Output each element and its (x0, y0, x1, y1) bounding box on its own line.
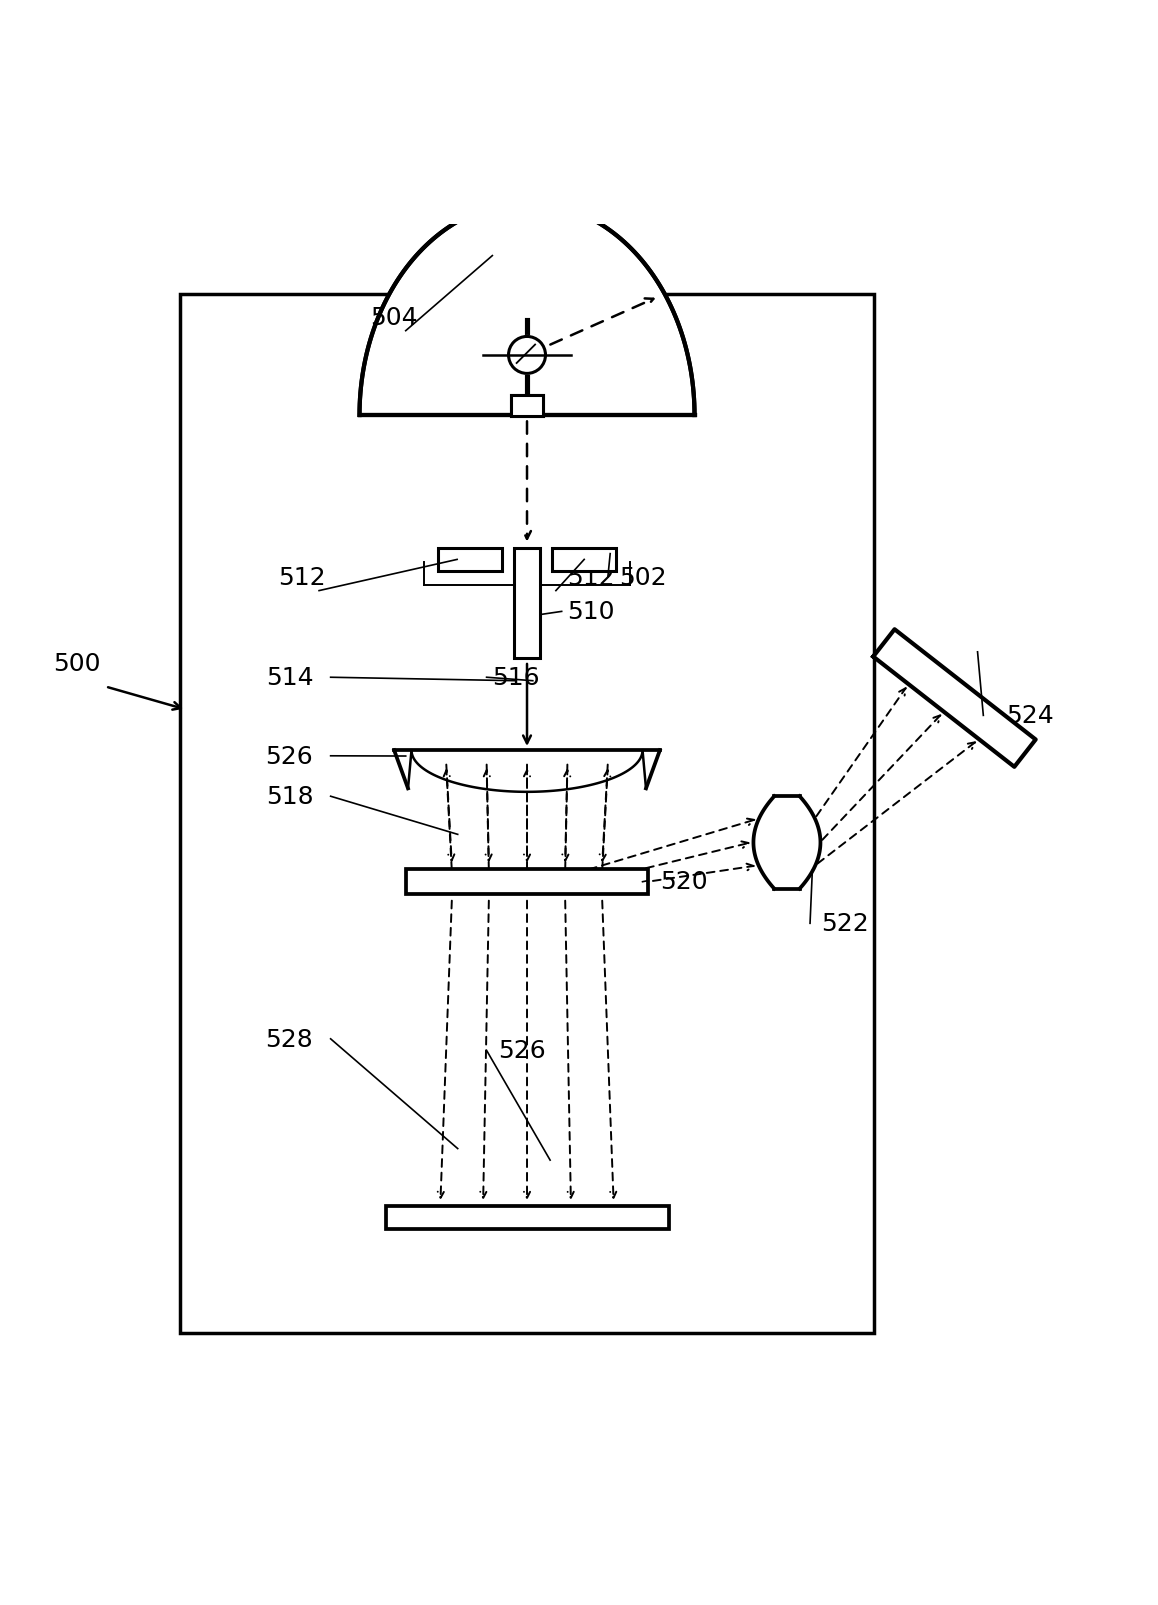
Text: 522: 522 (821, 912, 870, 936)
Polygon shape (873, 629, 1035, 767)
Text: 528: 528 (265, 1027, 314, 1051)
Text: 520: 520 (660, 868, 708, 892)
Text: 510: 510 (567, 600, 615, 624)
Bar (405, 870, 648, 896)
Text: 504: 504 (371, 305, 418, 329)
Bar (438, 549, 501, 571)
Bar (552, 549, 616, 571)
Text: 526: 526 (498, 1038, 545, 1063)
Bar (181, 295, 873, 1334)
Text: 526: 526 (265, 745, 314, 769)
Text: 512: 512 (278, 565, 325, 589)
Circle shape (508, 337, 545, 374)
Bar (511, 396, 543, 417)
Polygon shape (359, 204, 695, 416)
Text: 502: 502 (620, 565, 667, 589)
Bar (386, 1207, 668, 1229)
Text: 514: 514 (265, 666, 314, 690)
Polygon shape (754, 796, 820, 889)
Text: 518: 518 (265, 785, 314, 809)
Text: 516: 516 (492, 666, 540, 690)
Text: 500: 500 (53, 652, 101, 676)
Text: 512: 512 (567, 565, 615, 589)
Text: 524: 524 (1006, 705, 1054, 729)
Bar (514, 549, 540, 658)
Bar (511, 396, 543, 417)
